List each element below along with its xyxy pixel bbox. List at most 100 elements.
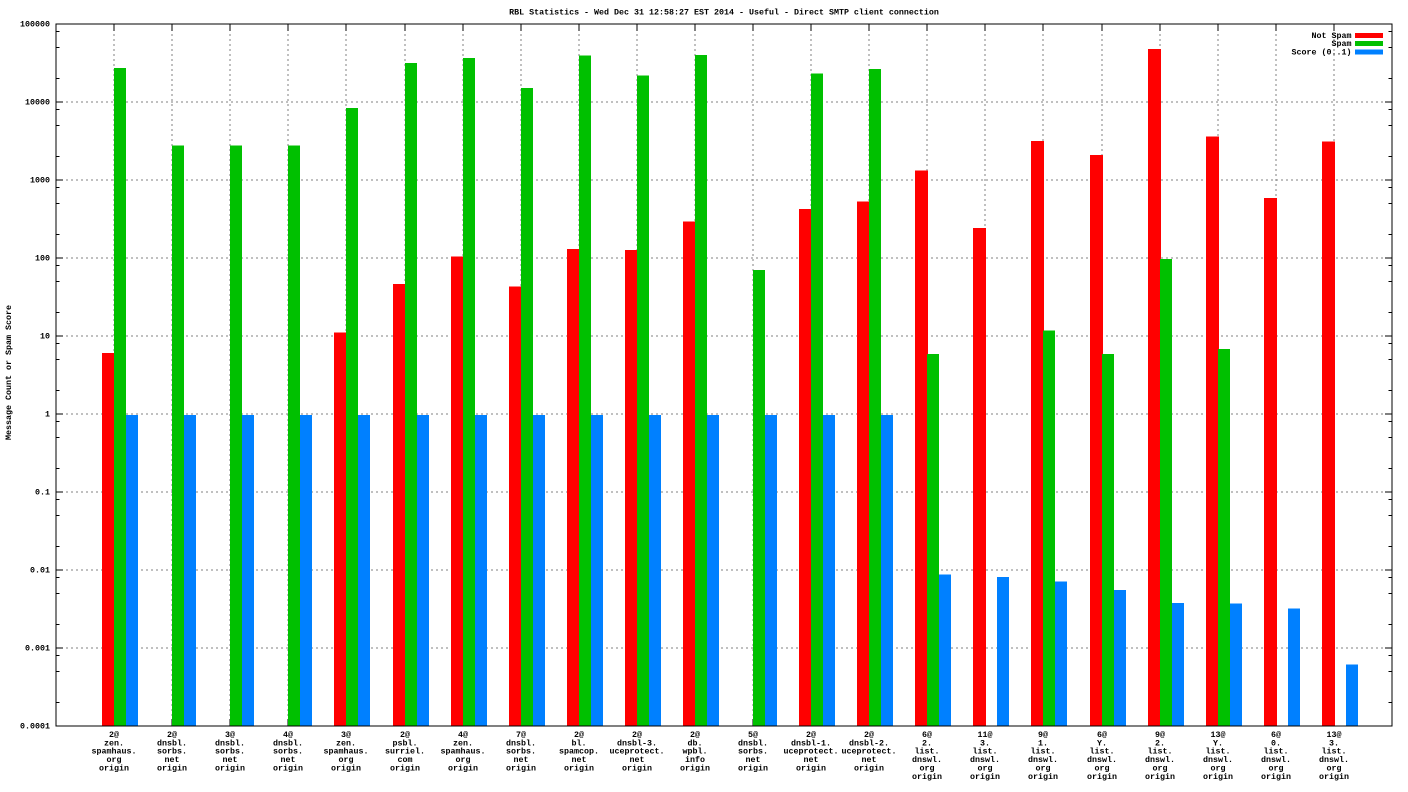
svg-text:org: org	[1153, 763, 1168, 773]
svg-text:4@: 4@	[458, 730, 468, 740]
svg-text:sorbs.: sorbs.	[157, 747, 187, 757]
svg-text:list.: list.	[1322, 747, 1347, 757]
svg-text:origin: origin	[448, 763, 478, 773]
svg-text:zen.: zen.	[453, 738, 473, 748]
svg-text:origin: origin	[854, 763, 884, 773]
svg-text:100: 100	[35, 254, 50, 264]
svg-text:org: org	[978, 763, 993, 773]
svg-text:0.001: 0.001	[25, 644, 50, 654]
svg-text:origin: origin	[738, 763, 768, 773]
svg-text:0.1: 0.1	[35, 488, 50, 498]
svg-text:list.: list.	[1031, 747, 1056, 757]
svg-text:net: net	[804, 755, 819, 765]
svg-text:zen.: zen.	[336, 738, 356, 748]
svg-text:origin: origin	[1028, 772, 1058, 782]
svg-text:spamcop.: spamcop.	[559, 747, 599, 757]
svg-text:list.: list.	[1090, 747, 1115, 757]
svg-text:origin: origin	[622, 763, 652, 773]
svg-text:sorbs.: sorbs.	[738, 747, 768, 757]
svg-text:org: org	[107, 755, 122, 765]
svg-text:1.: 1.	[1038, 738, 1048, 748]
svg-text:net: net	[514, 755, 529, 765]
svg-text:net: net	[572, 755, 587, 765]
svg-text:4@: 4@	[283, 730, 293, 740]
svg-text:uceprotect.: uceprotect.	[842, 747, 897, 757]
svg-text:dnsbl-1.: dnsbl-1.	[791, 738, 831, 748]
svg-text:net: net	[630, 755, 645, 765]
svg-text:dnsbl.: dnsbl.	[273, 738, 303, 748]
svg-text:dnsbl-3.: dnsbl-3.	[617, 738, 657, 748]
svg-text:net: net	[165, 755, 180, 765]
svg-text:dnswl.: dnswl.	[970, 755, 1000, 765]
svg-text:13@: 13@	[1211, 730, 1226, 740]
svg-text:dnsbl.: dnsbl.	[215, 738, 245, 748]
svg-text:list.: list.	[1264, 747, 1289, 757]
svg-text:zen.: zen.	[104, 738, 124, 748]
svg-text:2@: 2@	[806, 730, 816, 740]
svg-text:origin: origin	[970, 772, 1000, 782]
svg-text:surriel.: surriel.	[385, 747, 425, 757]
svg-text:org: org	[1211, 763, 1226, 773]
svg-text:3@: 3@	[225, 730, 235, 740]
svg-text:org: org	[339, 755, 354, 765]
svg-text:origin: origin	[1087, 772, 1117, 782]
svg-text:1000: 1000	[30, 176, 50, 186]
svg-text:info: info	[685, 755, 705, 765]
svg-text:sorbs.: sorbs.	[215, 747, 245, 757]
svg-text:origin: origin	[1261, 772, 1291, 782]
svg-text:net: net	[223, 755, 238, 765]
svg-text:Score (0..1): Score (0..1)	[1292, 47, 1352, 57]
svg-text:7@: 7@	[516, 730, 526, 740]
svg-text:spamhaus.: spamhaus.	[324, 747, 369, 757]
svg-text:6@: 6@	[1271, 730, 1281, 740]
svg-text:origin: origin	[1145, 772, 1175, 782]
svg-text:2@: 2@	[690, 730, 700, 740]
svg-text:sorbs.: sorbs.	[273, 747, 303, 757]
svg-text:origin: origin	[796, 763, 826, 773]
svg-text:dnswl.: dnswl.	[1087, 755, 1117, 765]
svg-text:3@: 3@	[341, 730, 351, 740]
svg-text:org: org	[1036, 763, 1051, 773]
svg-text:com: com	[398, 755, 413, 765]
svg-text:3.: 3.	[1329, 738, 1339, 748]
svg-text:origin: origin	[273, 763, 303, 773]
svg-text:psbl.: psbl.	[393, 738, 418, 748]
svg-text:0.: 0.	[1271, 738, 1281, 748]
svg-text:list.: list.	[1148, 747, 1173, 757]
svg-text:org: org	[1269, 763, 1284, 773]
svg-text:origin: origin	[99, 763, 129, 773]
svg-text:2@: 2@	[109, 730, 119, 740]
svg-text:org: org	[1095, 763, 1110, 773]
svg-text:dnswl.: dnswl.	[1145, 755, 1175, 765]
svg-text:dnsbl.: dnsbl.	[738, 738, 768, 748]
svg-text:1: 1	[45, 410, 50, 420]
svg-text:2@: 2@	[864, 730, 874, 740]
svg-text:spamhaus.: spamhaus.	[92, 747, 137, 757]
svg-text:9@: 9@	[1155, 730, 1165, 740]
svg-text:origin: origin	[157, 763, 187, 773]
svg-text:RBL Statistics - Wed Dec 31 12: RBL Statistics - Wed Dec 31 12:58:27 EST…	[509, 8, 939, 18]
svg-text:dnswl.: dnswl.	[912, 755, 942, 765]
svg-text:net: net	[862, 755, 877, 765]
svg-text:dnsbl.: dnsbl.	[157, 738, 187, 748]
svg-text:Spam: Spam	[1332, 39, 1352, 49]
svg-text:org: org	[1327, 763, 1342, 773]
svg-text:5@: 5@	[748, 730, 758, 740]
svg-text:net: net	[746, 755, 761, 765]
svg-text:2@: 2@	[167, 730, 177, 740]
svg-text:db.: db.	[688, 738, 703, 748]
svg-text:6@: 6@	[1097, 730, 1107, 740]
svg-text:Not Spam: Not Spam	[1312, 31, 1352, 41]
svg-text:uceprotect.: uceprotect.	[784, 747, 839, 757]
svg-text:2.: 2.	[1155, 738, 1165, 748]
svg-text:Y.: Y.	[1097, 738, 1107, 748]
svg-text:0.0001: 0.0001	[20, 722, 50, 732]
svg-text:list.: list.	[915, 747, 940, 757]
svg-text:origin: origin	[215, 763, 245, 773]
svg-text:origin: origin	[506, 763, 536, 773]
svg-text:6@: 6@	[922, 730, 932, 740]
svg-text:13@: 13@	[1327, 730, 1342, 740]
svg-text:origin: origin	[331, 763, 361, 773]
svg-text:3.: 3.	[980, 738, 990, 748]
svg-text:uceprotect.: uceprotect.	[610, 747, 665, 757]
